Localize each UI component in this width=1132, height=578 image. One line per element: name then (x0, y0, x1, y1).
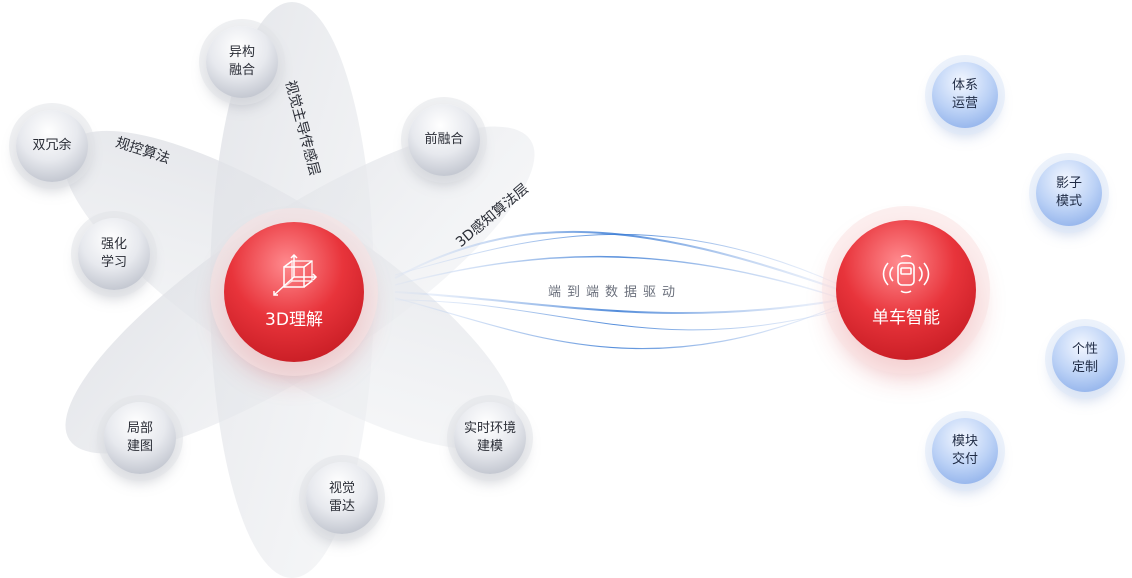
reinforcement-learning-node: 强化 学习 (78, 218, 150, 290)
vehicle-sensor-icon (879, 251, 933, 301)
node-label: 影子 模式 (1055, 176, 1082, 209)
node-title: 单车智能 (872, 308, 940, 328)
data-flow-curves (394, 230, 841, 350)
single-vehicle-intelligence-node: 单车智能 (836, 220, 976, 360)
node-label: 体系 运营 (951, 78, 978, 111)
node-label: 异构 融合 (228, 45, 255, 78)
node-label: 实时环境 建模 (463, 421, 516, 454)
local-mapping-node: 局部 建图 (104, 402, 176, 474)
node-label: 强化 学习 (100, 237, 127, 270)
node-label: 局部 建图 (126, 421, 153, 454)
node-label: 前融合 (424, 132, 464, 147)
node-label: 双冗余 (32, 138, 72, 153)
system-operation-node: 体系 运营 (932, 62, 998, 128)
realtime-env-modeling-node: 实时环境 建模 (454, 402, 526, 474)
3d-understanding-node: 3D理解 (224, 222, 364, 362)
node-label: 模块 交付 (951, 434, 978, 467)
module-delivery-node: 模块 交付 (932, 418, 998, 484)
node-title: 3D理解 (265, 310, 323, 330)
shadow-mode-node: 影子 模式 (1036, 160, 1102, 226)
end-to-end-label: 端到端数据驱动 (548, 285, 682, 300)
vision-radar-node: 视觉 雷达 (306, 462, 378, 534)
dual-redundancy-node: 双冗余 (16, 110, 88, 182)
node-label: 个性 定制 (1071, 342, 1098, 375)
front-fusion-node: 前融合 (408, 104, 480, 176)
node-label: 视觉 雷达 (328, 481, 355, 514)
cube-wireframe-icon (270, 253, 318, 303)
heterogeneous-fusion-node: 异构 融合 (206, 26, 278, 98)
personal-customization-node: 个性 定制 (1052, 326, 1118, 392)
